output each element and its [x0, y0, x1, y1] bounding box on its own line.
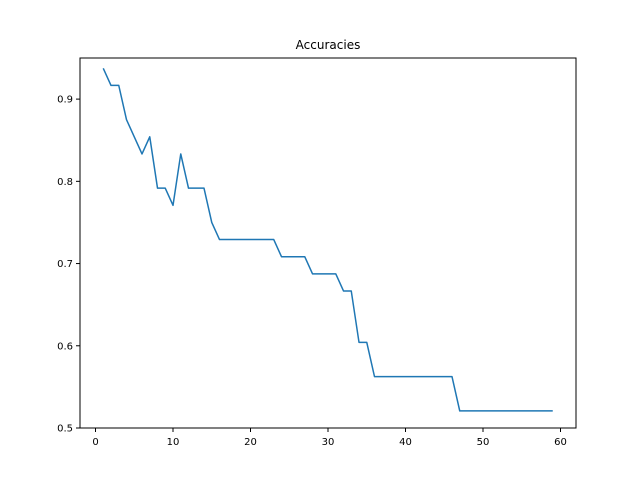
- x-tick-label: 0: [92, 437, 98, 448]
- chart-title: Accuracies: [296, 38, 361, 52]
- y-tick-label: 0.5: [57, 424, 73, 435]
- x-tick-label: 10: [167, 437, 180, 448]
- y-tick-label: 0.8: [57, 177, 73, 188]
- y-tick-label: 0.7: [57, 259, 73, 270]
- x-tick-label: 30: [322, 437, 335, 448]
- accuracy-series-line: [102, 67, 553, 412]
- y-axis: 0.5 0.6 0.7 0.8 0.9: [57, 95, 80, 435]
- x-axis: 0 10 20 30 40 50 60: [92, 428, 567, 448]
- x-tick-label: 60: [554, 437, 567, 448]
- x-tick-label: 50: [477, 437, 490, 448]
- y-tick-label: 0.6: [57, 341, 73, 352]
- plot-area: [102, 67, 553, 412]
- x-tick-label: 40: [399, 437, 412, 448]
- y-tick-label: 0.9: [57, 95, 73, 106]
- x-tick-label: 20: [244, 437, 257, 448]
- plot-frame: [79, 57, 577, 429]
